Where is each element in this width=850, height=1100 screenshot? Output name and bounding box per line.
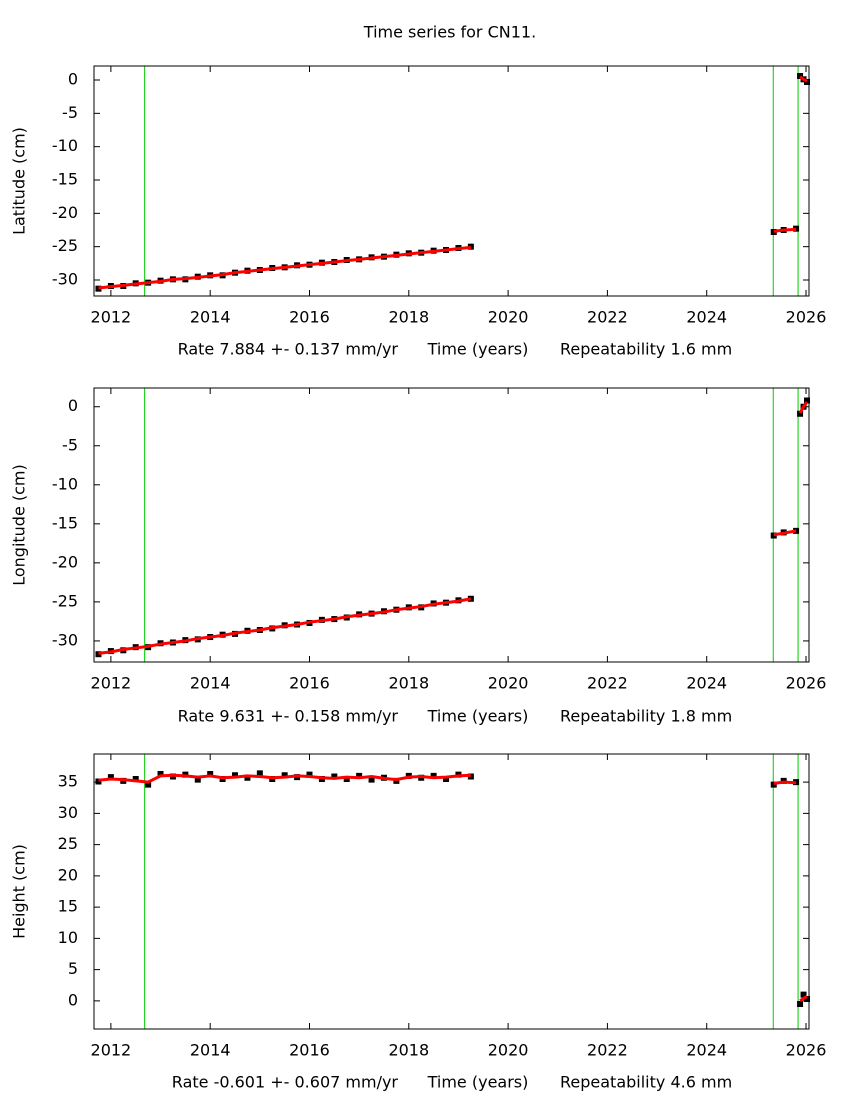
x-tick-label: 2014 [190, 308, 231, 327]
x-tick-label: 2016 [289, 308, 330, 327]
repeatability-label: Repeatability 4.6 mm [560, 1073, 732, 1092]
data-point [804, 79, 811, 85]
data-point [95, 778, 102, 785]
x-tick-label: 2012 [91, 674, 132, 693]
data-point [770, 532, 777, 539]
x-tick-label: 2020 [488, 308, 529, 327]
y-tick-label: -5 [62, 435, 78, 454]
data-point [800, 991, 807, 998]
data-point [770, 229, 777, 235]
x-tick-label: 2026 [786, 1041, 827, 1060]
data-point [443, 776, 450, 782]
data-point [804, 996, 811, 1002]
x-axis-label: Time (years) [427, 1073, 529, 1092]
data-point [194, 776, 201, 783]
x-tick-label: 2026 [786, 308, 827, 327]
x-tick-label: 2020 [488, 1041, 529, 1060]
y-tick-label: 10 [58, 928, 78, 947]
data-point [356, 772, 363, 779]
repeatability-label: Repeatability 1.6 mm [560, 340, 732, 359]
y-tick-label: 0 [68, 990, 78, 1009]
y-tick-label: -15 [52, 170, 78, 189]
x-tick-label: 2016 [289, 1041, 330, 1060]
data-point [244, 774, 251, 781]
data-point [368, 776, 375, 783]
x-tick-label: 2024 [686, 308, 727, 327]
x-tick-label: 2022 [587, 1041, 628, 1060]
data-point [207, 771, 214, 777]
y-tick-label: 25 [58, 834, 78, 853]
y-tick-label: 30 [58, 803, 78, 822]
x-tick-label: 2026 [786, 674, 827, 693]
x-tick-label: 2024 [686, 674, 727, 693]
repeatability-label: Repeatability 1.8 mm [560, 707, 732, 726]
data-point [343, 776, 350, 782]
data-point [797, 1001, 804, 1007]
x-tick-label: 2012 [91, 1041, 132, 1060]
data-point [281, 772, 288, 779]
y-axis-label: Longitude (cm) [10, 464, 29, 586]
data-point [797, 410, 804, 417]
data-point [256, 770, 263, 777]
chart-title: Time series for CN11. [363, 23, 536, 42]
x-tick-label: 2024 [686, 1041, 727, 1060]
x-tick-label: 2018 [388, 308, 429, 327]
y-tick-label: 0 [68, 396, 78, 415]
x-axis-label: Time (years) [427, 340, 529, 359]
y-tick-label: -5 [62, 103, 78, 122]
rate-label: Rate 9.631 +- 0.158 mm/yr [178, 707, 399, 726]
data-point [770, 781, 777, 788]
y-axis-label: Height (cm) [10, 844, 29, 939]
y-tick-label: 35 [58, 772, 78, 791]
model-line [98, 773, 808, 1003]
data-point [797, 73, 804, 79]
rate-label: Rate -0.601 +- 0.607 mm/yr [172, 1073, 399, 1092]
y-tick-label: -10 [52, 474, 78, 493]
y-tick-label: 15 [58, 897, 78, 916]
y-tick-label: -20 [52, 203, 78, 222]
x-tick-label: 2022 [587, 308, 628, 327]
x-axis-label: Time (years) [427, 707, 529, 726]
rate-label: Rate 7.884 +- 0.137 mm/yr [178, 340, 399, 359]
data-point [145, 781, 152, 788]
x-tick-label: 2016 [289, 674, 330, 693]
data-point [804, 397, 811, 404]
y-tick-label: -25 [52, 591, 78, 610]
model-line [98, 75, 808, 290]
x-tick-label: 2014 [190, 674, 231, 693]
data-point [132, 776, 139, 782]
data-point [232, 772, 239, 779]
data-point [107, 774, 114, 781]
y-tick-label: 5 [68, 959, 78, 978]
y-tick-label: -10 [52, 136, 78, 155]
data-point [95, 651, 102, 658]
data-point [793, 225, 800, 232]
data-point [430, 772, 437, 779]
x-tick-label: 2020 [488, 674, 529, 693]
x-tick-label: 2022 [587, 674, 628, 693]
y-axis-label: Latitude (cm) [10, 127, 29, 235]
y-tick-label: -30 [52, 630, 78, 649]
y-tick-label: 0 [68, 70, 78, 89]
plot-frame [93, 753, 810, 1030]
data-point [331, 773, 338, 780]
model-line [98, 401, 809, 655]
y-tick-label: -25 [52, 236, 78, 255]
data-point [95, 285, 102, 292]
y-tick-label: -30 [52, 270, 78, 289]
data-point [467, 243, 474, 250]
plot-frame [93, 65, 810, 297]
x-tick-label: 2012 [91, 308, 132, 327]
data-point [157, 771, 164, 777]
y-tick-label: 20 [58, 865, 78, 884]
y-tick-label: -20 [52, 552, 78, 571]
data-point [306, 771, 313, 778]
x-tick-label: 2018 [388, 1041, 429, 1060]
x-tick-label: 2018 [388, 674, 429, 693]
y-tick-label: -15 [52, 513, 78, 532]
plot-frame [93, 387, 810, 663]
x-tick-label: 2014 [190, 1041, 231, 1060]
